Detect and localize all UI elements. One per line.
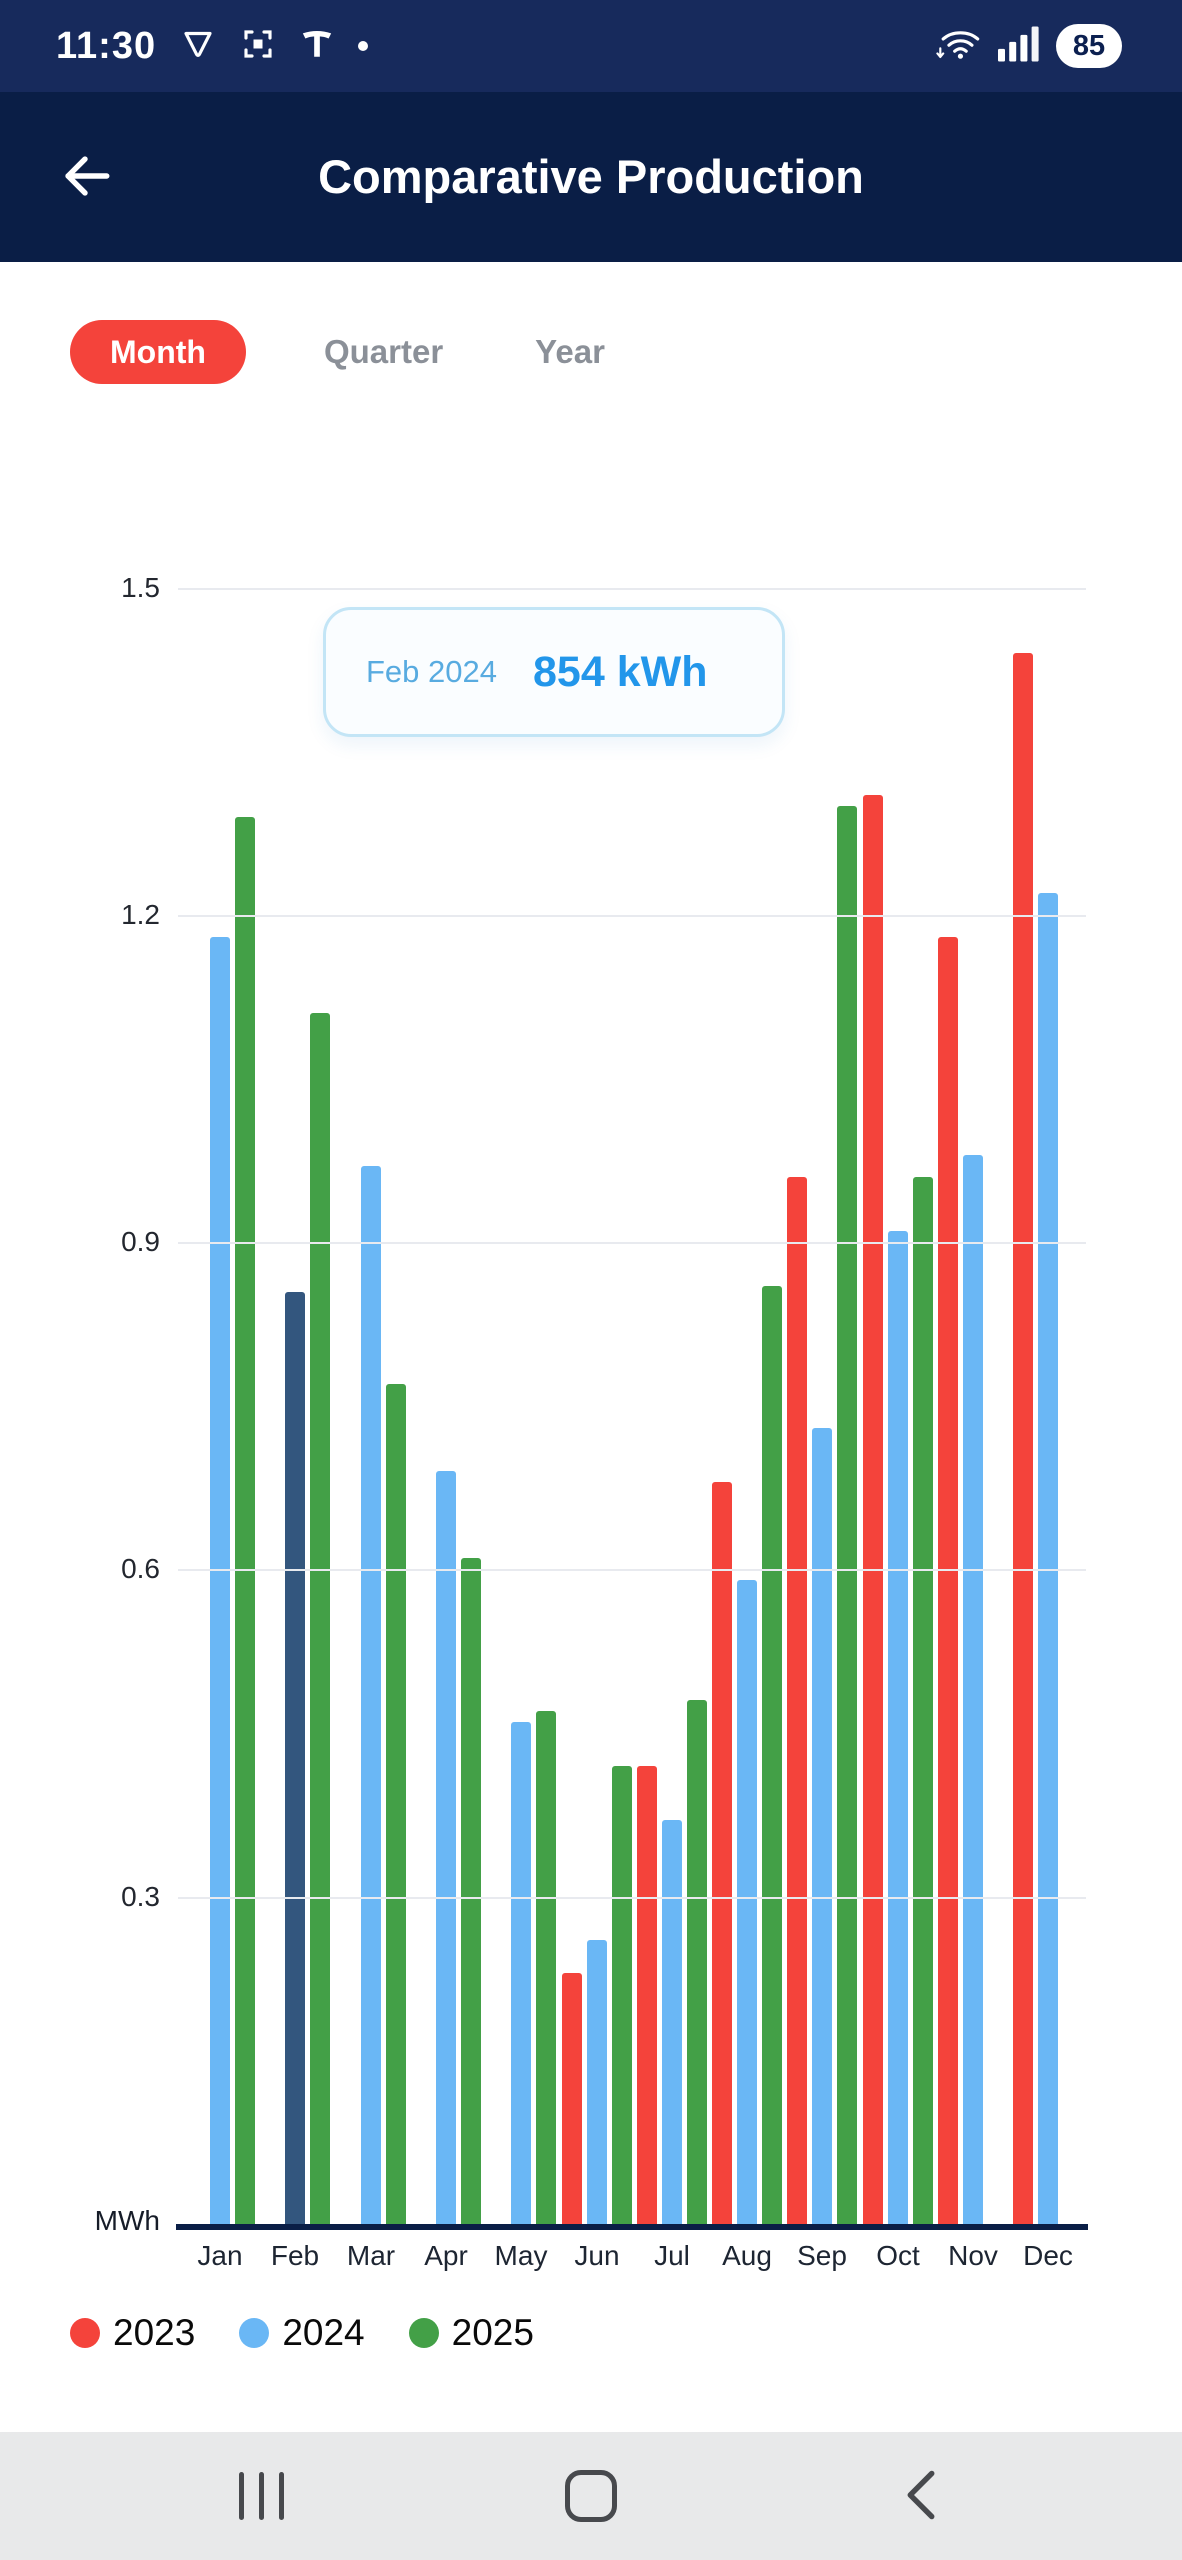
x-axis-tick: Aug [722,2240,772,2271]
bar-2025-may[interactable] [536,1711,556,2224]
bar-2023-oct[interactable] [863,795,883,2224]
x-axis-tick: Nov [948,2240,998,2271]
bar-2025-sep[interactable] [837,806,857,2224]
home-icon [565,2470,617,2522]
bar-2024-nov[interactable] [963,1155,983,2224]
x-axis-tick: Jan [197,2240,243,2271]
gridline [178,915,1086,917]
legend-label-2023: 2023 [113,2312,196,2353]
x-axis-tick: Feb [270,2240,320,2271]
wifi-icon [936,24,982,69]
legend-dot-2024 [239,2318,270,2348]
screenshot-icon [240,26,276,67]
bar-2025-mar[interactable] [386,1384,406,2224]
vpn-icon [180,26,216,67]
status-bar-right: 85 [936,24,1122,69]
chart-tooltip: Feb 2024 854 kWh [323,607,785,737]
legend-label-2025: 2025 [451,2312,534,2353]
bar-2024-apr[interactable] [436,1471,456,2224]
y-axis-tick: 0.3 [121,1881,160,1912]
signal-strength-icon [998,25,1040,68]
android-nav-bar [0,2432,1182,2560]
bar-2023-sep[interactable] [787,1177,807,2224]
legend-item-2023: 2023 [70,2312,195,2354]
page-title: Comparative Production [318,150,864,203]
y-axis-tick: 1.5 [121,572,160,603]
status-bar: 11:30 [0,0,1182,92]
bar-2025-jan[interactable] [235,817,255,2224]
gridline [178,588,1086,590]
recents-icon [238,2472,284,2520]
bar-2024-feb[interactable] [285,1292,305,2224]
legend-item-2024: 2024 [239,2312,365,2354]
x-axis-tick: Dec [1023,2240,1073,2271]
bar-2025-aug[interactable] [762,1286,782,2224]
bar-2023-nov[interactable] [938,937,958,2224]
bar-2023-jul[interactable] [637,1766,657,2224]
tab-month[interactable]: Month [70,320,246,384]
bar-2024-aug[interactable] [737,1580,757,2224]
bar-2023-aug[interactable] [712,1482,732,2224]
x-axis-tick: Mar [346,2240,396,2271]
x-axis-tick: Oct [876,2240,920,2271]
gridline [178,1242,1086,1244]
bar-2024-dec[interactable] [1038,893,1058,2224]
y-axis-tick: 0.9 [121,1226,160,1257]
tab-year[interactable]: Year [521,333,619,371]
gridline [178,1897,1086,1899]
x-axis-tick: Jun [574,2240,620,2271]
y-axis-tick: 0.6 [121,1553,160,1584]
bar-2023-dec[interactable] [1013,653,1033,2224]
status-bar-left: 11:30 [56,24,369,68]
legend-label-2024: 2024 [282,2312,365,2353]
bar-2024-may[interactable] [511,1722,531,2224]
app-bar: Comparative Production [0,92,1182,262]
y-axis-tick: 1.2 [121,899,160,930]
bar-2025-oct[interactable] [913,1177,933,2224]
bar-2024-oct[interactable] [888,1231,908,2224]
battery-indicator: 85 [1056,24,1122,68]
x-axis-tick: May [494,2240,548,2271]
gridline [178,1569,1086,1571]
bar-2024-jan[interactable] [210,937,230,2224]
x-axis-line [176,2224,1088,2230]
x-axis-tick: Apr [424,2240,468,2271]
y-axis-unit-label: MWh [94,2205,160,2236]
x-axis-tick: Sep [797,2240,847,2271]
bar-2024-jul[interactable] [662,1820,682,2224]
chart-legend: 2023 2024 2025 [70,2312,534,2354]
legend-item-2025: 2025 [408,2312,534,2354]
bar-2025-apr[interactable] [461,1558,481,2224]
bar-2024-sep[interactable] [812,1428,832,2224]
clock: 11:30 [56,24,157,67]
bar-2025-jul[interactable] [687,1700,707,2224]
x-axis-tick: Jul [654,2240,690,2271]
nav-back-icon [901,2467,941,2526]
bar-2024-jun[interactable] [587,1940,607,2224]
bar-2025-feb[interactable] [310,1013,330,2224]
bar-2023-jun[interactable] [562,1973,582,2224]
nav-recents-button[interactable] [202,2446,320,2546]
tooltip-period: Feb 2024 [366,654,497,689]
back-button[interactable] [52,144,118,210]
bar-2025-jun[interactable] [612,1766,632,2224]
back-arrow-icon [56,147,114,208]
period-toggle: Month Quarter Year [70,320,619,384]
tesla-icon [300,27,334,66]
bar-2024-mar[interactable] [361,1166,381,2224]
tab-quarter[interactable]: Quarter [310,333,457,371]
legend-dot-2023 [70,2318,100,2348]
notification-dot-icon [358,41,369,51]
legend-dot-2025 [408,2318,439,2348]
nav-back-button[interactable] [862,2446,980,2546]
nav-home-button[interactable] [532,2446,650,2546]
tooltip-value: 854 kWh [533,647,708,696]
